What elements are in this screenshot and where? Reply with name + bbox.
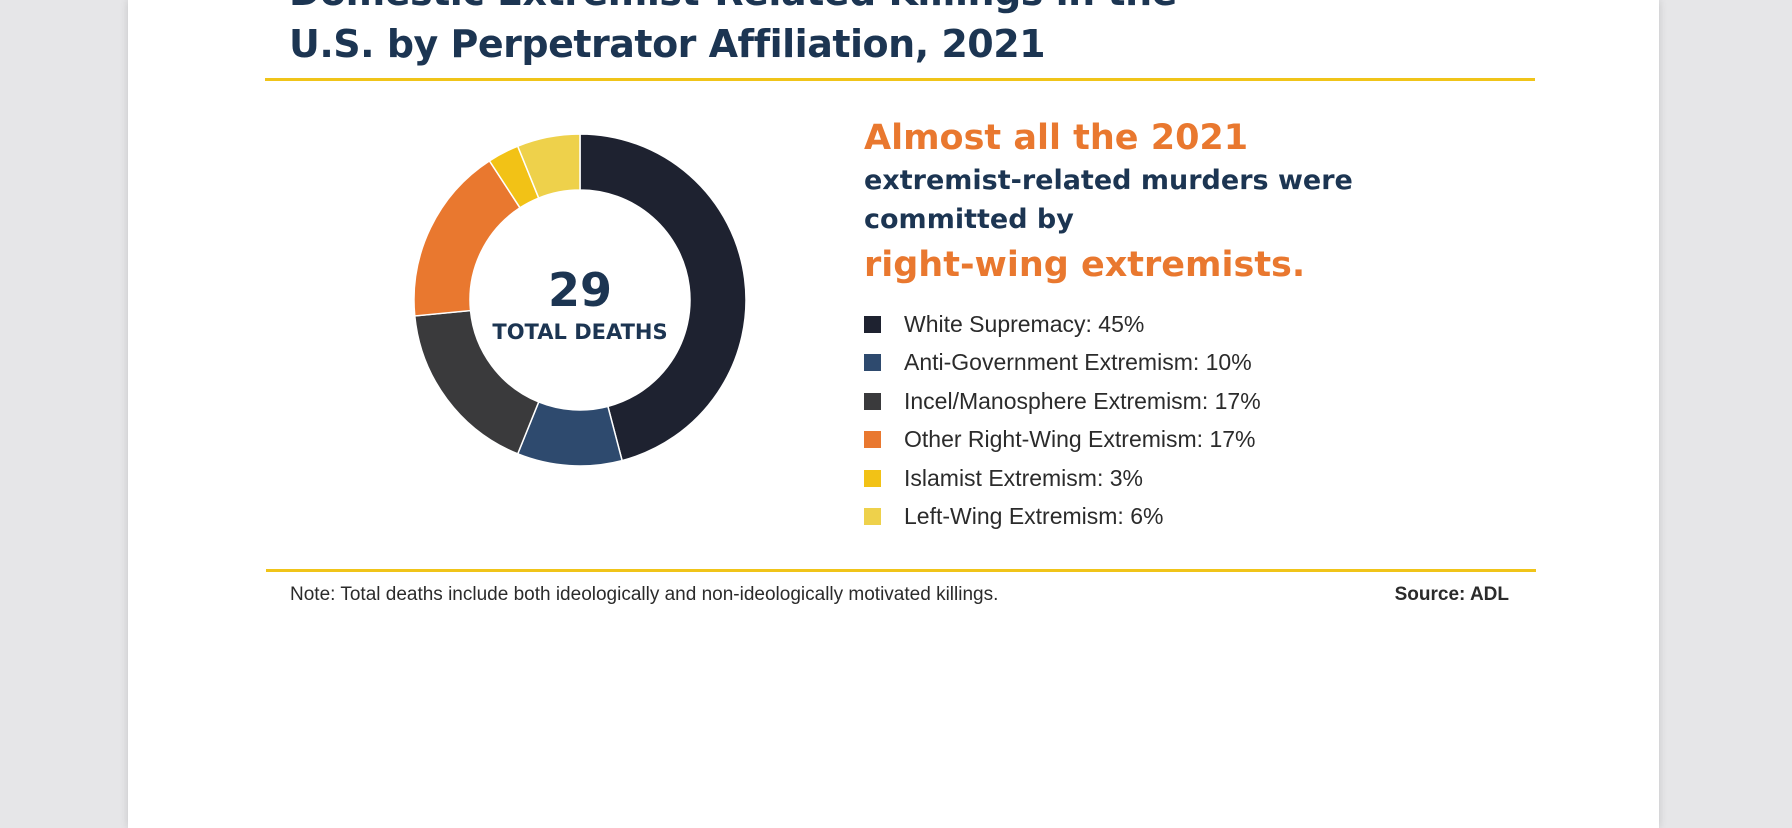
- legend-item: Anti-Government Extremism: 10%: [864, 344, 1261, 383]
- report-page: Domestic Extremist-Related Killings in t…: [128, 0, 1659, 828]
- donut-chart: 29 TOTAL DEATHS: [413, 133, 747, 467]
- legend-swatch: [864, 315, 881, 333]
- headline-line-1: Almost all the 2021: [864, 118, 1249, 158]
- total-deaths-value: 29: [548, 263, 612, 317]
- chart-legend: White Supremacy: 45% Anti-Government Extr…: [864, 305, 1261, 536]
- legend-swatch: [864, 469, 881, 487]
- headline-line-3: right-wing extremists.: [864, 245, 1306, 285]
- donut-slices: [413, 133, 747, 467]
- legend-label: White Supremacy: 45%: [904, 310, 1145, 337]
- legend-label: Incel/Manosphere Extremism: 17%: [904, 387, 1261, 414]
- footnote: Note: Total deaths include both ideologi…: [290, 584, 999, 605]
- legend-swatch: [864, 508, 881, 526]
- donut-slice-6: [516, 133, 581, 200]
- donut-slice-1: [579, 133, 747, 462]
- source-credit: Source: ADL: [1394, 584, 1509, 605]
- headline-callout: Almost all the 2021 extremist-related mu…: [864, 115, 1424, 290]
- legend-item: Islamist Extremism: 3%: [864, 459, 1261, 498]
- legend-item: White Supremacy: 45%: [864, 305, 1261, 344]
- legend-label: Left-Wing Extremism: 6%: [904, 503, 1164, 530]
- headline-line-2: extremist-related murders were committed…: [864, 165, 1353, 235]
- legend-swatch: [864, 431, 881, 449]
- top-divider: [265, 78, 1535, 81]
- legend-item: Other Right-Wing Extremism: 17%: [864, 421, 1261, 460]
- legend-label: Islamist Extremism: 3%: [904, 464, 1143, 491]
- legend-item: Left-Wing Extremism: 6%: [864, 498, 1261, 537]
- bottom-divider: [266, 569, 1536, 572]
- total-deaths-label: TOTAL DEATHS: [492, 320, 667, 344]
- legend-swatch: [864, 354, 881, 372]
- legend-label: Anti-Government Extremism: 10%: [904, 349, 1252, 376]
- legend-item: Incel/Manosphere Extremism: 17%: [864, 382, 1261, 421]
- chart-title-line-2: U.S. by Perpetrator Affiliation, 2021: [289, 22, 1046, 66]
- chart-title-line-1: Domestic Extremist-Related Killings in t…: [289, 0, 1177, 14]
- legend-label: Other Right-Wing Extremism: 17%: [904, 426, 1256, 453]
- legend-swatch: [864, 392, 881, 410]
